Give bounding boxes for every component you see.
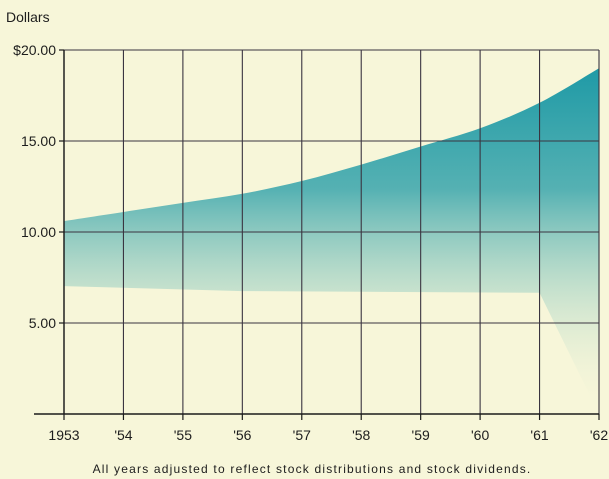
x-tick-label: '59 — [412, 427, 430, 443]
grid-layer — [63, 49, 600, 414]
x-tick-label: '54 — [114, 427, 132, 443]
x-tick-label: 1953 — [48, 427, 79, 443]
y-tick-label: 5.00 — [29, 315, 56, 331]
y-tick-label: 10.00 — [21, 224, 56, 240]
y-tick-label: $20.00 — [13, 42, 56, 58]
x-tick-label: '58 — [352, 427, 370, 443]
y-tick-label: 15.00 — [21, 133, 56, 149]
label-layer: 1953 '54 '55 '56 '57 '58 '59 '60 '61 '62 $20.00 15.… — [13, 42, 608, 443]
chart-footnote: All years adjusted to reflect stock dist… — [93, 462, 532, 476]
x-tick-label: '62 — [590, 427, 608, 443]
axis-layer — [34, 49, 600, 420]
area-layer — [64, 68, 599, 414]
x-tick-label: '55 — [174, 427, 192, 443]
x-tick-label: '57 — [293, 427, 311, 443]
y-axis-label: Dollars — [6, 9, 50, 25]
x-tick-label: '61 — [530, 427, 548, 443]
x-tick-label: '56 — [233, 427, 251, 443]
x-tick-label: '60 — [471, 427, 489, 443]
area-series — [64, 68, 599, 414]
